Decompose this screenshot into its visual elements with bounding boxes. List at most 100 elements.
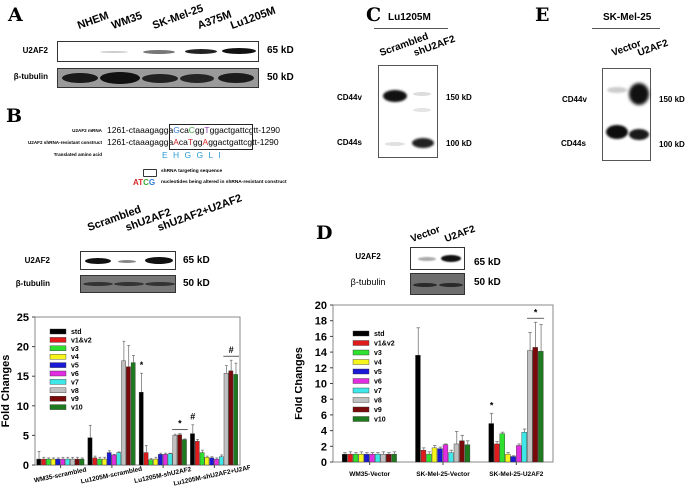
western-blot-cd44 (602, 68, 651, 161)
row-label-cd44s: CD44s (337, 138, 362, 147)
band (180, 74, 214, 83)
lane-label: WM35 (109, 9, 144, 32)
bar (437, 448, 443, 463)
legend-label: v10 (374, 417, 386, 424)
bar-chart-b: 0 5 10 15 20 25 Fold Changes WM35-scrambledLu12… (0, 312, 250, 488)
x-tick-label: Lu1205M-scrambled (80, 466, 143, 486)
nucleotide-segment: ca (179, 125, 189, 135)
nucleotide-segment: G (148, 178, 156, 187)
legend-swatch (352, 330, 370, 337)
legend-label: v4 (71, 354, 79, 361)
bar (162, 454, 168, 466)
y-axis-label: Fold Changes (295, 347, 305, 420)
y-axis-label: Fold Changes (0, 355, 12, 428)
western-blot-tubulin (80, 275, 176, 293)
bar (148, 459, 154, 466)
lane-label: U2AF2 (443, 223, 477, 245)
band (607, 87, 627, 93)
bar (228, 370, 234, 466)
legend-label: v10 (71, 405, 83, 412)
bar (79, 458, 85, 466)
band (143, 50, 175, 54)
nucleotide-segment: T (204, 125, 210, 135)
bar (538, 351, 544, 463)
x-tick-label: WM35-scrambled (33, 467, 87, 485)
seq-start: 1261- (107, 125, 129, 135)
band (222, 48, 256, 54)
band (100, 51, 128, 53)
seq-boxed: AcaTggAggactgattcgtt (173, 137, 257, 147)
legend-label: v5 (71, 363, 79, 370)
legend-swatch (352, 406, 370, 413)
nucleotide-segment: gg (193, 137, 203, 147)
bar (177, 434, 182, 466)
legend-label: v8 (374, 398, 382, 405)
bar (60, 458, 66, 466)
legend-swatch (49, 370, 67, 377)
bar (116, 452, 122, 466)
band (145, 282, 175, 286)
legend-label: v9 (374, 407, 382, 414)
construct-sequence: 1261-ctaaagaggaAcaTggAggactgattcgtt-1290 (107, 137, 279, 147)
bar (448, 452, 454, 463)
legend-swatch (352, 387, 370, 394)
bar (65, 458, 70, 466)
bar (74, 458, 80, 466)
row-label-cd44v: CD44v (337, 93, 362, 102)
seq-end: -1290 (258, 125, 281, 135)
western-blot-u2af2 (57, 41, 259, 62)
legend-label: v7 (374, 388, 382, 395)
legend-swatch (352, 368, 370, 375)
western-blot-u2af2 (80, 251, 176, 270)
amino-label: Translated amino acid (53, 152, 102, 157)
significance-mark: * (140, 360, 144, 370)
bar (199, 452, 205, 466)
x-tick-label: SK-Mel-25-Vector (416, 471, 470, 478)
y-tick-label: 25 (17, 312, 29, 324)
band (118, 260, 136, 263)
row-label: U2AF2 (355, 252, 381, 261)
row-label: U2AF2 (22, 46, 48, 55)
bar (138, 391, 144, 466)
bar (415, 355, 421, 463)
panel-d-letter: D (316, 222, 333, 244)
bar (194, 441, 200, 466)
bar (182, 439, 187, 466)
significance-mark: # (229, 345, 234, 355)
bar (214, 458, 219, 466)
legend-label: v1&v2 (374, 341, 395, 348)
nucleotide-segment: C (143, 178, 149, 187)
seq-prefix: ctaaagagga (128, 137, 174, 147)
legend-swatch (49, 395, 67, 402)
row-label: β-tubulin (13, 72, 48, 81)
bar (527, 350, 533, 463)
kd-label: 150 kD (446, 93, 472, 102)
bar (431, 447, 438, 463)
bar (391, 453, 397, 463)
legend-swatch (352, 397, 370, 403)
legend-swatch (352, 416, 370, 422)
bar (126, 366, 131, 466)
mrna-label: U2AF2 mRNA (72, 128, 102, 133)
legend-label: std (374, 331, 385, 338)
y-tick-label: 4 (321, 426, 328, 438)
y-tick-label: 6 (321, 410, 327, 422)
legend-swatch (352, 340, 370, 346)
legend-swatch (352, 349, 370, 356)
western-blot-u2af2 (410, 247, 465, 270)
bar (488, 423, 494, 463)
bar (55, 458, 61, 466)
western-blot-cd44 (378, 65, 438, 158)
nucleotide-segment: C (188, 125, 195, 135)
legend-label: v1&v2 (71, 337, 92, 344)
western-blot-tubulin (410, 273, 465, 295)
y-tick-label: 0 (23, 460, 29, 472)
band-cd44s (629, 129, 649, 140)
bar (341, 453, 348, 463)
bar (347, 453, 353, 463)
bar (385, 453, 392, 463)
construct-label: U2AF2 shRNA-resistant construct (27, 140, 102, 145)
legend-label: v4 (374, 360, 382, 367)
bar (453, 443, 460, 463)
band (142, 74, 178, 83)
